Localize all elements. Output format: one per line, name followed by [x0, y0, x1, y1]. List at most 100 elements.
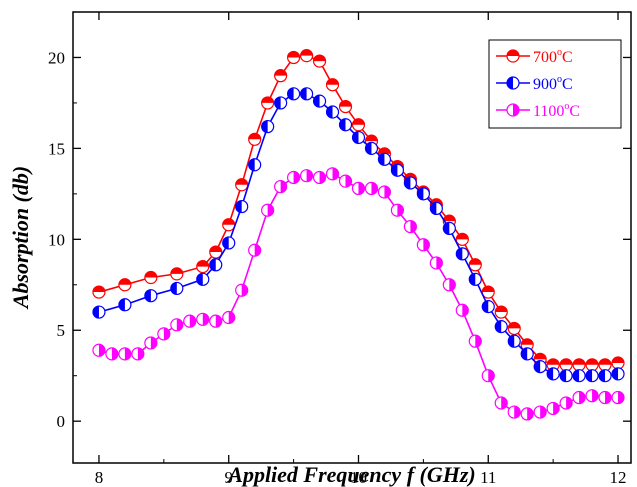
data-point	[222, 218, 236, 232]
data-point	[248, 243, 262, 257]
legend-label: 900oC	[533, 74, 573, 93]
legend-item: 700oC	[496, 47, 573, 66]
data-point	[585, 358, 599, 372]
data-point	[92, 305, 106, 319]
data-point	[572, 358, 586, 372]
data-point	[170, 281, 184, 296]
data-point	[338, 99, 353, 114]
data-point	[338, 118, 353, 132]
data-point	[364, 181, 379, 195]
data-point	[520, 347, 534, 361]
data-point	[196, 312, 210, 326]
data-point	[559, 369, 573, 383]
data-point	[507, 321, 521, 336]
data-point	[364, 141, 379, 155]
y-tick-label: 5	[57, 321, 66, 340]
data-point	[572, 369, 586, 383]
data-point	[183, 314, 197, 328]
data-point	[481, 300, 495, 314]
data-point	[494, 305, 508, 319]
y-axis-title: Absorption (db)	[8, 166, 33, 310]
data-point	[131, 347, 145, 361]
data-point	[481, 369, 495, 383]
data-point	[533, 360, 547, 374]
data-point	[442, 221, 456, 236]
x-tick-label: 9	[224, 468, 233, 487]
data-point	[92, 343, 106, 357]
x-tick-label: 12	[610, 468, 627, 487]
data-point	[325, 105, 340, 119]
data-point	[261, 96, 275, 110]
data-point	[196, 272, 210, 286]
data-point	[416, 238, 430, 252]
data-point	[144, 270, 158, 285]
data-point	[118, 347, 132, 361]
y-tick-label: 0	[57, 412, 66, 431]
data-point	[222, 310, 236, 325]
data-point	[274, 96, 288, 110]
data-point	[287, 87, 301, 101]
data-point	[546, 401, 560, 416]
data-point	[611, 367, 625, 381]
legend-marker	[506, 76, 520, 90]
x-tick-label: 10	[350, 468, 367, 487]
data-point	[105, 347, 119, 361]
data-point	[235, 178, 249, 192]
y-tick-label: 10	[48, 230, 65, 249]
legend-item: 900oC	[496, 74, 573, 93]
data-point	[546, 367, 560, 381]
data-point	[468, 272, 482, 286]
data-point	[209, 314, 223, 328]
data-point	[299, 169, 314, 183]
data-point	[377, 152, 392, 166]
data-point	[598, 369, 612, 383]
data-point	[468, 334, 482, 348]
data-point	[274, 179, 288, 194]
data-point	[351, 181, 366, 195]
data-point	[312, 94, 327, 108]
data-point	[507, 405, 521, 419]
data-point	[325, 78, 340, 92]
data-point	[598, 358, 612, 372]
x-tick-label: 8	[95, 468, 104, 487]
data-point	[170, 318, 184, 332]
data-point	[390, 203, 405, 217]
x-axis-title: Applied Frequency f (GHz)	[226, 462, 475, 487]
data-point	[261, 119, 275, 134]
data-point	[144, 336, 158, 350]
data-point	[572, 390, 586, 405]
data-point	[209, 258, 223, 272]
series-900	[92, 87, 625, 383]
data-point	[235, 199, 249, 214]
data-point	[312, 170, 327, 185]
data-point	[507, 334, 521, 348]
data-point	[196, 259, 210, 274]
data-point	[248, 158, 262, 172]
data-point	[274, 69, 288, 83]
data-point	[351, 130, 366, 145]
data-point	[144, 289, 158, 303]
data-point	[92, 285, 106, 299]
plot-frame	[72, 11, 632, 464]
data-point	[261, 203, 275, 217]
data-point	[429, 201, 443, 216]
data-point	[468, 258, 482, 272]
data-point	[481, 285, 495, 299]
data-point	[455, 247, 469, 261]
data-point	[118, 298, 132, 312]
data-point	[299, 49, 314, 63]
data-point	[494, 396, 508, 410]
data-point	[157, 327, 171, 341]
legend-item: 1100oC	[496, 101, 580, 120]
data-point	[520, 407, 534, 421]
legend-marker	[506, 49, 520, 63]
data-point	[235, 283, 249, 297]
data-point	[533, 405, 547, 419]
data-point	[559, 396, 573, 410]
data-point	[351, 118, 366, 132]
data-point	[118, 278, 132, 292]
y-tick-label: 15	[48, 139, 65, 158]
data-point	[416, 187, 430, 201]
data-point	[559, 358, 573, 372]
